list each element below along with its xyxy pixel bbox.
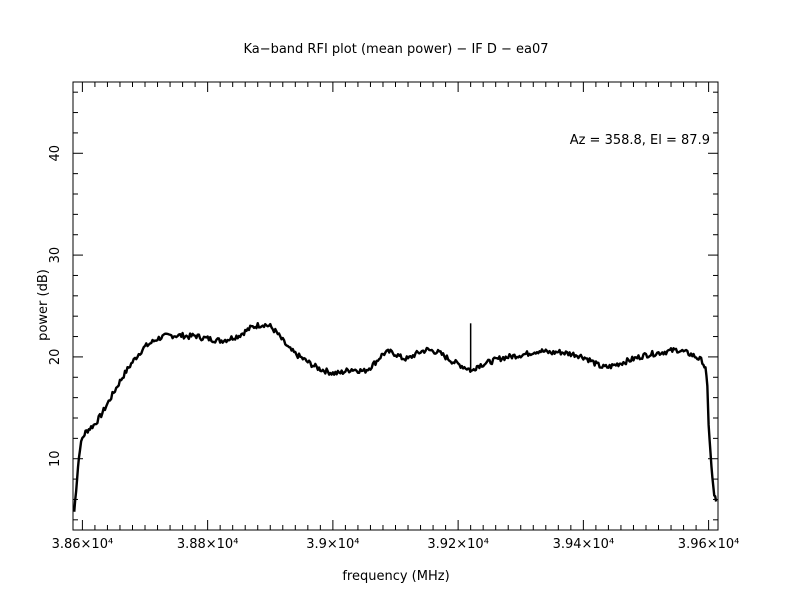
- y-tick-label: 20: [48, 349, 63, 366]
- x-tick-label: 3.96×10⁴: [678, 537, 740, 552]
- x-axis-label: frequency (MHz): [342, 569, 449, 584]
- x-tick-label: 3.94×10⁴: [553, 537, 615, 552]
- power-series-line: [73, 322, 718, 512]
- y-axis-label: power (dB): [36, 269, 51, 341]
- plot-frame: [72, 81, 719, 531]
- y-tick-label: 30: [48, 247, 63, 264]
- x-tick-label: 3.88×10⁴: [177, 537, 239, 552]
- x-tick-label: 3.92×10⁴: [427, 537, 489, 552]
- y-tick-label: 40: [48, 145, 63, 162]
- axis-ticks: [73, 82, 718, 530]
- x-tick-label: 3.86×10⁴: [52, 537, 114, 552]
- chart-title: Ka−band RFI plot (mean power) − IF D − e…: [243, 42, 548, 57]
- az-el-annotation: Az = 358.8, El = 87.9: [570, 133, 710, 148]
- x-tick-label: 3.9×10⁴: [306, 537, 359, 552]
- tick-labels: 3.86×10⁴ 3.88×10⁴ 3.9×10⁴ 3.92×10⁴ 3.94×10⁴ 3…: [48, 145, 739, 552]
- y-tick-label: 10: [48, 450, 63, 467]
